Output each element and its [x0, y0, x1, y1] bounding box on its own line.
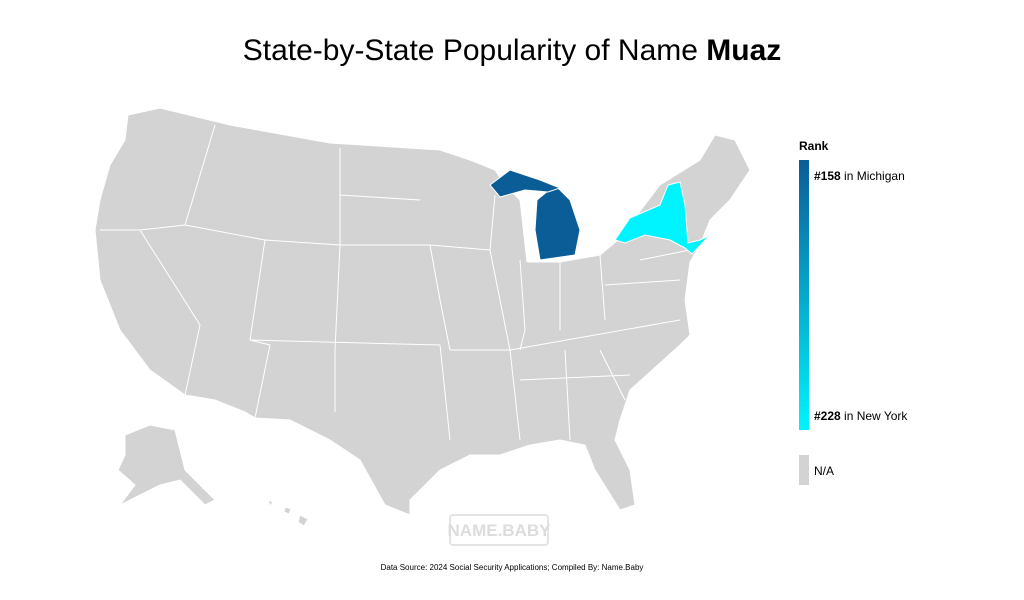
alaska: [117, 424, 216, 506]
legend-title: Rank: [799, 139, 829, 153]
map: [94, 107, 751, 527]
michigan: [534, 184, 581, 261]
title: State-by-State Popularity of Name Muaz: [243, 34, 782, 67]
state-borders: [100, 124, 691, 441]
us-mainland: [94, 107, 751, 516]
legend-rank: #158: [814, 169, 841, 183]
legend-high: #158 in Michigan: [814, 169, 905, 183]
legend-na: N/A: [814, 464, 834, 478]
title-name: Muaz: [706, 34, 781, 67]
legend-rank: #228: [814, 409, 841, 423]
legend-place: in Michigan: [844, 169, 905, 183]
michigan-upper: [489, 169, 562, 198]
new-york: [614, 181, 711, 255]
hawaii: [267, 499, 309, 527]
watermark: NAME.BABY: [448, 521, 552, 540]
legend-low: #228 in New York: [814, 409, 908, 423]
source: Data Source: 2024 Social Security Applic…: [381, 563, 644, 572]
legend-gradient: [799, 160, 809, 430]
watermark-box: [449, 514, 549, 546]
title-text: State-by-State Popularity of Name: [243, 34, 698, 67]
legend-place: in New York: [844, 409, 908, 423]
legend-na-swatch: [799, 455, 809, 485]
